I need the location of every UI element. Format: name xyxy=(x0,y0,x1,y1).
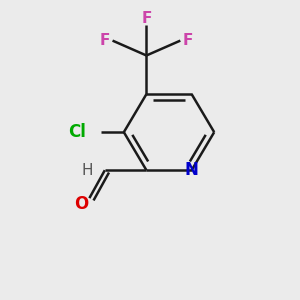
Text: H: H xyxy=(82,163,93,178)
Text: Cl: Cl xyxy=(68,123,86,141)
Text: O: O xyxy=(74,195,88,213)
Text: F: F xyxy=(183,33,193,48)
Text: F: F xyxy=(141,11,152,26)
Text: F: F xyxy=(100,33,110,48)
Text: N: N xyxy=(185,161,199,179)
